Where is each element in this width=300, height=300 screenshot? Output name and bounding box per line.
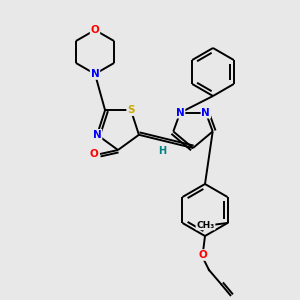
Text: N: N	[93, 130, 101, 140]
Text: H: H	[158, 146, 166, 156]
Text: S: S	[127, 105, 135, 115]
Text: CH₃: CH₃	[196, 220, 214, 230]
Text: N: N	[91, 69, 99, 79]
Text: N: N	[202, 108, 210, 118]
Text: N: N	[176, 108, 184, 118]
Text: O: O	[199, 250, 207, 260]
Text: O: O	[91, 25, 99, 35]
Text: O: O	[90, 149, 98, 159]
